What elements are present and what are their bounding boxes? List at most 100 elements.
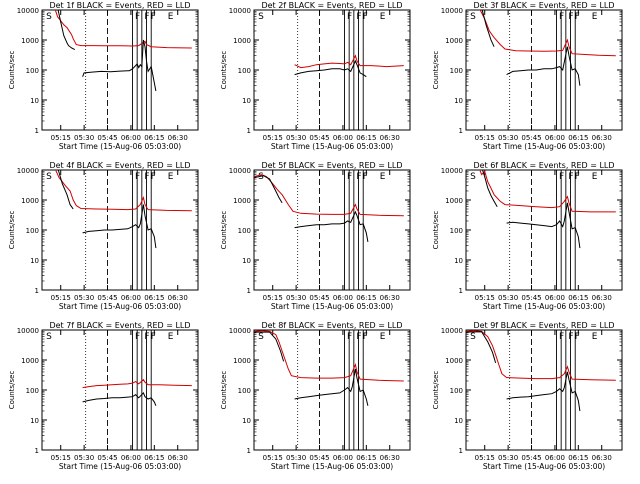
lld-series-line <box>479 10 616 57</box>
y-tick-label: 10 <box>242 257 251 265</box>
x-tick-label: 06:00 <box>545 134 565 142</box>
x-tick-label: 05:15 <box>51 454 71 462</box>
y-tick-label: 1000 <box>21 37 39 45</box>
events-series-line <box>82 39 157 92</box>
y-tick-label: 1000 <box>445 37 463 45</box>
y-tick-label: 1 <box>35 287 39 295</box>
x-tick-label: 06:30 <box>168 134 188 142</box>
y-axis-label: Counts/sec <box>220 211 228 250</box>
chart-title: Det 6f BLACK = Events, RED = LLD <box>473 161 614 170</box>
top-marker-label: F <box>135 12 140 22</box>
x-axis-label: Start Time (15-Aug-06 05:03:00) <box>59 462 181 471</box>
events-series-line <box>82 392 157 406</box>
x-tick-label: 06:30 <box>380 454 400 462</box>
top-marker-label: F <box>144 172 149 182</box>
y-tick-label: 1 <box>35 447 39 455</box>
x-tick-label: 05:30 <box>74 454 94 462</box>
x-tick-label: 06:00 <box>121 294 141 302</box>
x-tick-label: 05:30 <box>74 134 94 142</box>
top-marker-label: F <box>363 332 368 342</box>
chart-title: Det 8f BLACK = Events, RED = LLD <box>261 321 402 330</box>
x-tick-label: 05:30 <box>286 294 306 302</box>
top-marker-label: F <box>559 172 564 182</box>
y-tick-label: 100 <box>238 387 251 395</box>
chart-panel-6: Det 6f BLACK = Events, RED = LLD 1 10 100 10… <box>432 161 623 311</box>
top-marker-label: F <box>151 172 156 182</box>
lld-series-line <box>82 378 192 389</box>
x-tick-label: 05:45 <box>521 454 541 462</box>
events-series-line <box>294 368 369 406</box>
top-marker-label: S <box>258 12 264 22</box>
y-tick-label: 10 <box>454 97 463 105</box>
y-tick-label: 100 <box>450 227 463 235</box>
top-marker-label: F <box>575 332 580 342</box>
top-marker-label: E <box>380 332 386 342</box>
x-tick-label: 06:15 <box>568 454 588 462</box>
top-marker-label: F <box>347 12 352 22</box>
top-marker-label: F <box>559 12 564 22</box>
events-series-line <box>506 371 581 412</box>
lld-series-line <box>254 330 404 382</box>
y-tick-label: 10 <box>30 417 39 425</box>
chart-title: Det 3f BLACK = Events, RED = LLD <box>473 1 614 10</box>
x-axis-label: Start Time (15-Aug-06 05:03:00) <box>59 302 181 311</box>
x-tick-label: 05:30 <box>74 294 94 302</box>
y-tick-label: 1 <box>459 447 463 455</box>
y-tick-label: 1 <box>247 447 251 455</box>
top-marker-label: S <box>470 12 476 22</box>
y-tick-label: 1000 <box>21 357 39 365</box>
chart-panel-2: Det 2f BLACK = Events, RED = LLD 1 10 100 10… <box>220 1 411 151</box>
x-tick-label: 06:15 <box>356 454 376 462</box>
events-series-line <box>481 10 495 47</box>
top-marker-label: S <box>46 332 52 342</box>
top-marker-label: F <box>363 12 368 22</box>
y-tick-label: 10000 <box>229 7 251 15</box>
top-marker-label: F <box>356 172 361 182</box>
plot-frame <box>253 169 411 291</box>
x-tick-label: 05:15 <box>475 454 495 462</box>
x-tick-label: 05:45 <box>309 454 329 462</box>
top-marker-label: F <box>575 12 580 22</box>
top-marker-label: F <box>144 332 149 342</box>
x-tick-label: 06:30 <box>380 294 400 302</box>
top-marker-label: F <box>356 332 361 342</box>
chart-panel-4: Det 4f BLACK = Events, RED = LLD 1 10 100 10… <box>8 161 199 311</box>
events-series-line <box>254 175 283 204</box>
x-tick-label: 06:00 <box>333 134 353 142</box>
x-axis-label: Start Time (15-Aug-06 05:03:00) <box>483 302 605 311</box>
x-tick-label: 06:30 <box>592 134 612 142</box>
x-axis-label: Start Time (15-Aug-06 05:03:00) <box>483 462 605 471</box>
chart-panel-1: Det 1f BLACK = Events, RED = LLD 1 10 100 10… <box>8 1 199 151</box>
x-tick-label: 06:15 <box>144 134 164 142</box>
x-tick-label: 05:45 <box>97 134 117 142</box>
x-tick-label: 06:00 <box>545 454 565 462</box>
y-tick-label: 100 <box>450 67 463 75</box>
top-marker-label: F <box>347 172 352 182</box>
x-tick-label: 06:15 <box>144 454 164 462</box>
y-tick-label: 100 <box>26 387 39 395</box>
x-tick-label: 06:30 <box>168 454 188 462</box>
x-tick-label: 05:15 <box>263 134 283 142</box>
x-tick-label: 05:45 <box>97 294 117 302</box>
events-series-line <box>294 210 369 242</box>
y-tick-label: 10 <box>454 417 463 425</box>
x-tick-label: 05:45 <box>521 134 541 142</box>
x-axis-label: Start Time (15-Aug-06 05:03:00) <box>271 462 393 471</box>
y-tick-label: 1000 <box>21 197 39 205</box>
top-marker-label: F <box>568 172 573 182</box>
chart-title: Det 9f BLACK = Events, RED = LLD <box>473 321 614 330</box>
y-axis-label: Counts/sec <box>8 371 16 410</box>
x-tick-label: 05:15 <box>51 134 71 142</box>
lld-series-line <box>55 170 192 212</box>
x-tick-label: 06:30 <box>592 294 612 302</box>
top-marker-label: S <box>46 12 52 22</box>
y-tick-label: 1000 <box>445 357 463 365</box>
top-marker-label: F <box>144 12 149 22</box>
top-marker-label: E <box>592 12 598 22</box>
top-marker-label: S <box>258 332 264 342</box>
top-marker-label: F <box>363 172 368 182</box>
y-tick-label: 10000 <box>441 327 463 335</box>
top-marker-label: F <box>135 172 140 182</box>
x-tick-label: 06:30 <box>592 454 612 462</box>
